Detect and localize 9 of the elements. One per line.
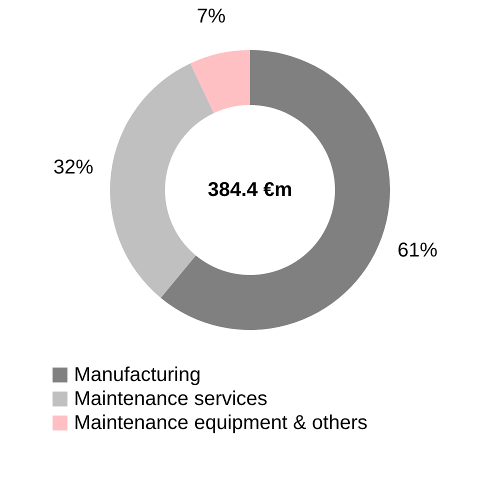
data-label: 7% (196, 5, 226, 28)
donut-slice (190, 50, 250, 114)
legend-label: Maintenance equipment & others (74, 412, 368, 434)
data-label: 32% (53, 156, 94, 179)
legend-label: Manufacturing (74, 364, 201, 386)
data-label: 61% (397, 239, 438, 262)
legend-label: Maintenance services (74, 388, 268, 410)
donut-slice (160, 50, 390, 330)
text: 384.4 €m (208, 179, 292, 201)
